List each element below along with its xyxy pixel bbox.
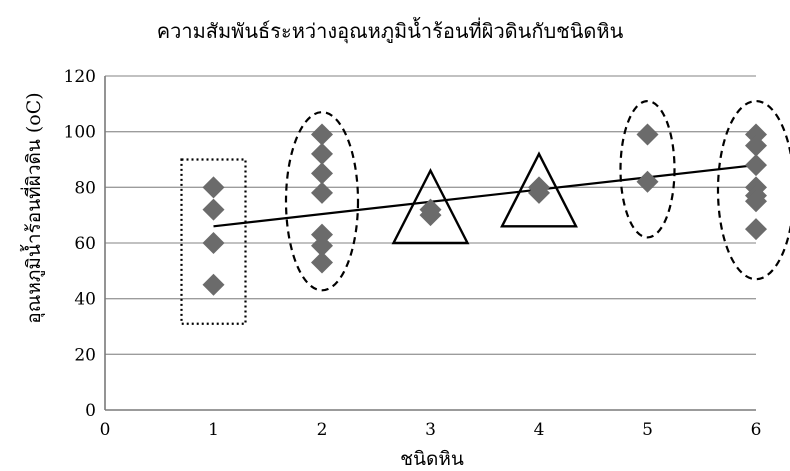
data-point-16 [636,123,659,146]
y-tick-label: 80 [74,178,96,198]
group-enclosure-ellipse-6 [716,99,790,281]
group-enclosures [180,99,790,325]
x-tick-label: 6 [751,420,762,440]
group-enclosure-ellipse-2 [284,111,360,292]
group-enclosure-ellipse-5 [619,99,676,239]
data-point-3 [202,232,225,254]
x-tick-label: 1 [208,420,219,440]
data-point-5 [311,123,333,146]
data-point-18 [745,123,767,146]
trendline-layer [213,163,757,228]
x-tick-label: 0 [100,420,111,440]
chart-title: ความสัมพันธ์ระหว่างอุณหภูมิน้ำร้อนที่ผิว… [157,17,624,44]
x-tick-label: 2 [317,420,328,440]
group-enclosure-rect-1 [180,158,247,325]
data-point-7 [311,162,333,185]
data-point-2 [202,198,225,221]
y-tick-label: 100 [64,123,96,143]
trendline [213,163,757,228]
data-point-1 [202,176,225,199]
data-point-13 [419,204,442,227]
data-point-15 [528,181,550,204]
y-tick-label: 0 [85,401,96,421]
tick-labels: 0 20 40 60 80 100 120 0 1 2 3 4 5 6 [64,67,762,440]
data-point-17 [636,170,659,193]
data-point-10 [311,234,333,257]
data-point-19 [745,134,767,157]
data-point-23 [745,190,767,213]
data-point-11 [311,251,333,274]
group-enclosure-triangle-3 [391,167,470,245]
group-enclosure-triangle-4 [500,151,578,228]
data-point-20 [745,154,767,177]
x-tick-label: 5 [642,420,653,440]
x-axis-label: ชนิดหิน [400,448,464,470]
y-tick-label: 120 [64,67,96,87]
y-tick-label: 20 [74,345,96,365]
x-tick-label: 3 [425,420,436,440]
data-point-24 [745,218,767,241]
data-point-4 [202,273,225,296]
data-points [202,123,767,296]
data-point-9 [311,223,333,246]
y-axis-label: อุณหภูมิน้ำร้อนที่ผิวดิน (oC) [20,92,46,323]
axes [104,76,756,411]
y-tick-label: 40 [74,290,96,310]
data-point-8 [311,181,333,204]
data-point-6 [311,142,333,165]
x-tick-label: 4 [534,420,545,440]
y-tick-label: 60 [74,234,96,254]
